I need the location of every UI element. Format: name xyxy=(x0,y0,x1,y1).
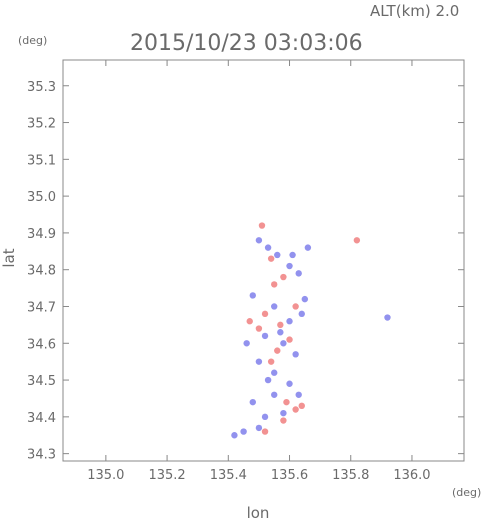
data-point-negative xyxy=(240,428,247,435)
data-point-negative xyxy=(261,413,269,421)
data-point-positive xyxy=(286,336,293,343)
data-point-negative xyxy=(231,432,238,439)
data-point-negative xyxy=(277,329,284,336)
data-point-negative xyxy=(289,251,296,259)
x-tick-label: 135.6 xyxy=(271,468,308,483)
data-point-positive xyxy=(261,428,269,435)
data-point-negative xyxy=(286,262,293,270)
data-point-negative xyxy=(264,376,272,384)
y-tick-label: 35.0 xyxy=(27,190,56,205)
y-unit-label: (deg) xyxy=(18,34,47,47)
data-point-positive xyxy=(283,398,290,406)
data-point-negative xyxy=(255,424,263,432)
y-tick-label: 35.2 xyxy=(27,117,56,132)
y-tick-label: 34.4 xyxy=(27,411,56,426)
y-tick-label: 34.8 xyxy=(27,264,56,279)
data-point-positive xyxy=(271,281,278,288)
data-point-negative xyxy=(243,340,250,347)
data-point-negative xyxy=(255,237,263,244)
y-tick-label: 35.3 xyxy=(27,80,56,95)
data-point-positive xyxy=(258,222,266,229)
chart-title: 2015/10/23 03:03:06 xyxy=(130,31,363,56)
data-point-negative xyxy=(249,292,256,299)
x-tick-label: 135.4 xyxy=(210,468,247,483)
y-axis-ticks: 34.3 34.4 34.5 34.6 34.7 34.8 34.9 35.0 35.1 35.2… xyxy=(27,80,464,463)
data-point-negative xyxy=(255,358,263,365)
y-tick-label: 34.9 xyxy=(27,227,56,242)
data-point-positive xyxy=(280,273,287,281)
data-point-negative xyxy=(271,369,278,376)
data-point-negative xyxy=(286,318,293,325)
data-points xyxy=(231,222,391,439)
y-axis-label: lat xyxy=(0,248,18,267)
data-point-negative xyxy=(295,270,302,277)
y-tick-label: 34.3 xyxy=(27,448,56,463)
data-point-negative xyxy=(301,295,309,303)
data-point-negative xyxy=(274,251,281,259)
y-tick-label: 34.5 xyxy=(27,374,56,389)
data-point-negative xyxy=(295,391,302,398)
data-point-positive xyxy=(292,406,299,413)
data-point-positive xyxy=(277,321,284,329)
data-point-positive xyxy=(261,310,269,318)
x-tick-label: 135.0 xyxy=(87,468,124,483)
x-tick-label: 135.2 xyxy=(148,468,185,483)
altitude-label: ALT(km) 2.0 xyxy=(370,2,459,20)
data-point-negative xyxy=(271,303,278,310)
data-point-negative xyxy=(280,340,287,347)
x-tick-label: 135.8 xyxy=(332,468,369,483)
data-point-negative xyxy=(286,380,293,387)
data-point-positive xyxy=(246,318,253,325)
x-tick-label: 136.0 xyxy=(393,468,430,483)
data-point-positive xyxy=(274,347,281,354)
data-point-negative xyxy=(249,398,256,406)
x-unit-label: (deg) xyxy=(452,486,481,499)
data-point-positive xyxy=(267,358,275,365)
x-axis-ticks: 135.0 135.2 135.4 135.6 135.8 136.0 xyxy=(87,60,431,483)
data-point-positive xyxy=(298,402,305,410)
data-point-negative xyxy=(264,244,272,251)
data-point-positive xyxy=(353,237,361,244)
y-tick-label: 35.1 xyxy=(27,153,56,168)
data-point-negative xyxy=(292,351,299,358)
plot-frame xyxy=(62,59,465,462)
data-point-positive xyxy=(255,325,263,332)
data-point-negative xyxy=(271,391,278,398)
y-tick-label: 34.7 xyxy=(27,300,56,315)
data-point-positive xyxy=(280,417,287,424)
data-point-negative xyxy=(304,244,312,251)
data-point-positive xyxy=(267,255,275,262)
x-axis-label: lon xyxy=(247,504,270,521)
data-point-negative xyxy=(384,314,391,321)
data-point-negative xyxy=(280,409,287,417)
y-tick-label: 34.6 xyxy=(27,337,56,352)
data-point-positive xyxy=(292,303,299,310)
data-point-negative xyxy=(261,332,269,340)
data-point-negative xyxy=(298,310,305,318)
